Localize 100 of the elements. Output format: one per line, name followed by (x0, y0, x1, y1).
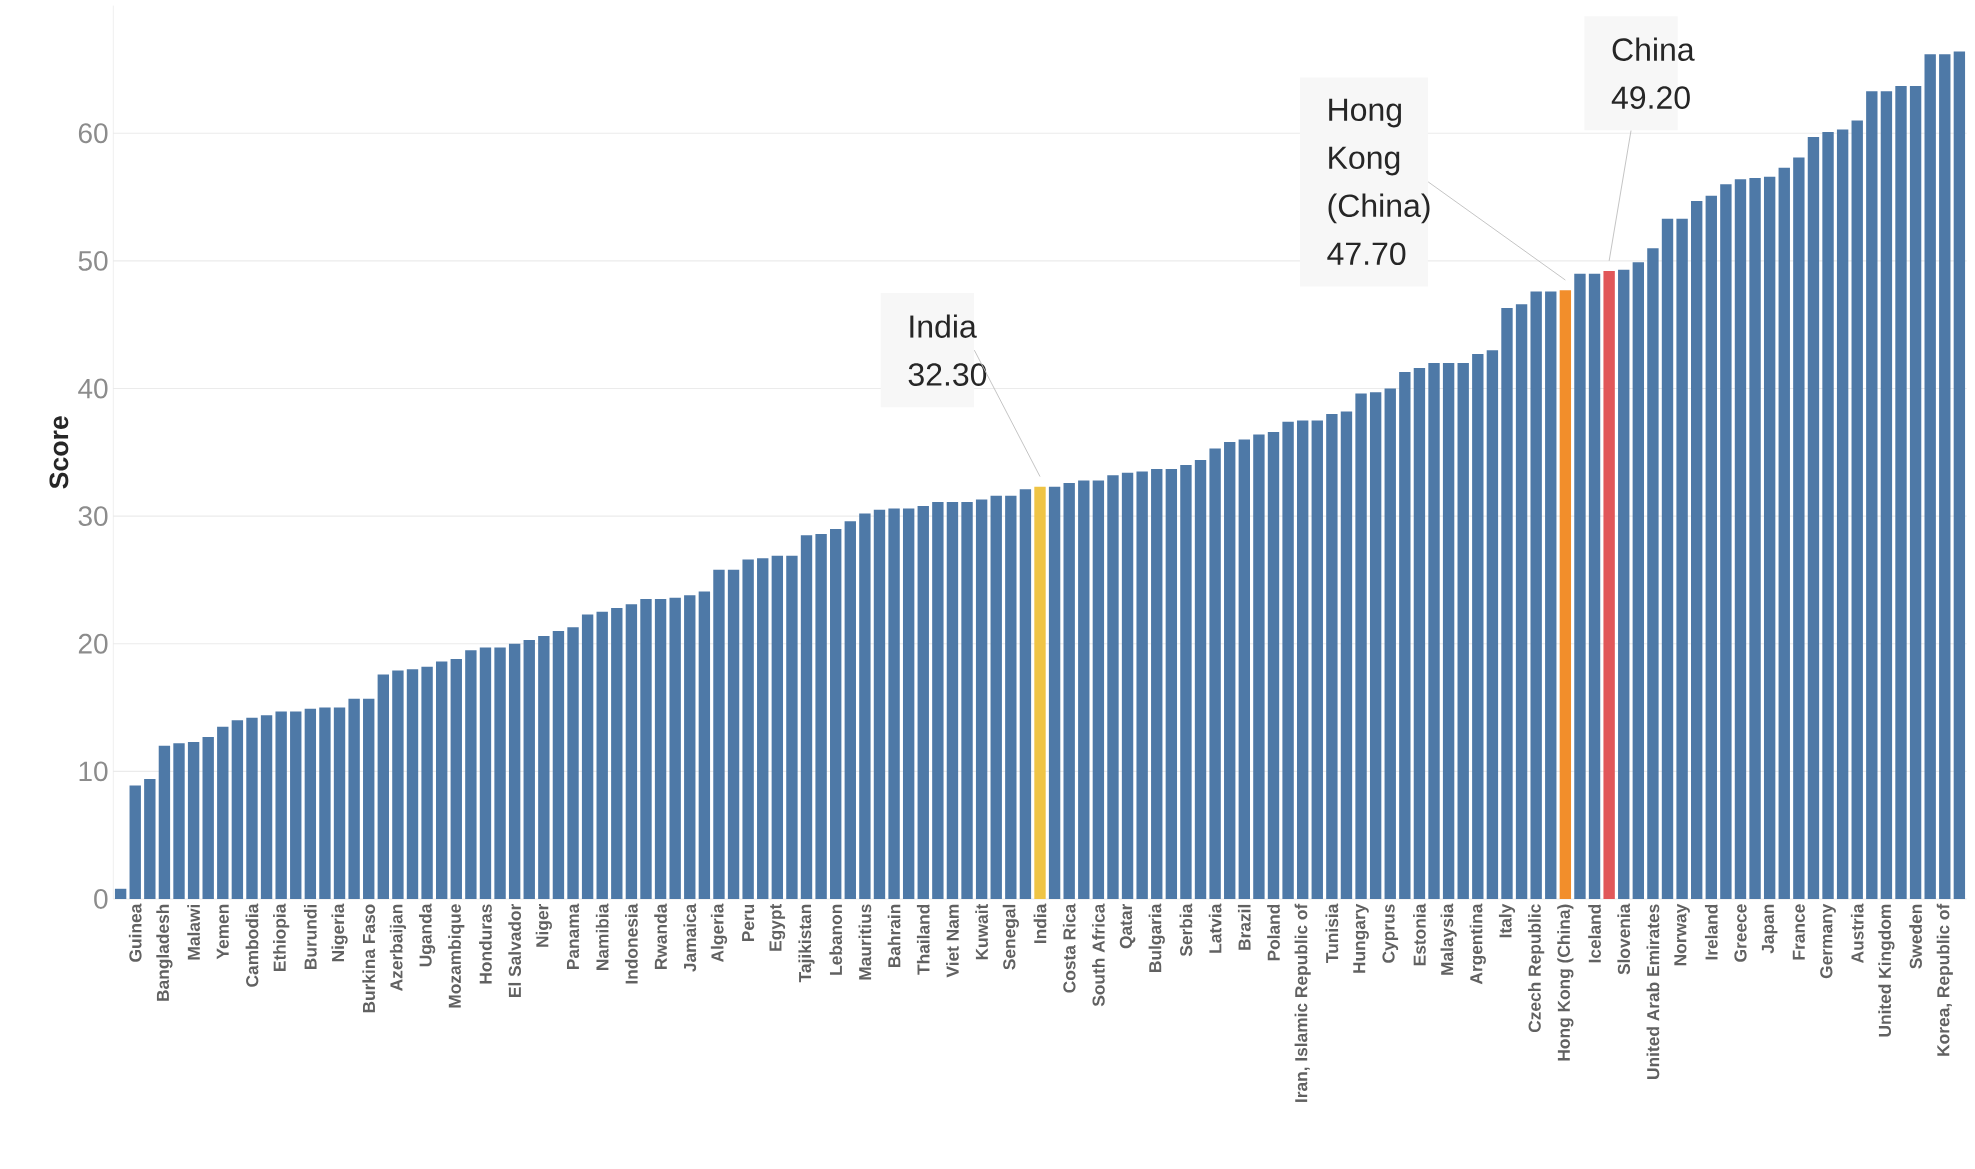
bar (1793, 157, 1805, 899)
bar (1224, 442, 1236, 899)
bar (611, 608, 623, 899)
bar (713, 569, 725, 899)
x-tick-label: Bulgaria (1148, 903, 1165, 972)
bar (873, 509, 886, 899)
x-tick-label: Germany (1820, 903, 1836, 979)
x-tick-label: Hong Kong (China) (1557, 904, 1574, 1061)
bar (1720, 184, 1732, 899)
bar (1384, 388, 1396, 899)
x-tick-label: Estonia (1413, 903, 1426, 966)
bar (946, 502, 959, 899)
bar (917, 505, 929, 899)
bar (1515, 304, 1528, 899)
bar (1034, 486, 1046, 899)
x-tick-label: India (1033, 903, 1047, 943)
bar (290, 711, 302, 899)
x-tick-label: Burundi (303, 904, 317, 969)
bar (538, 636, 550, 899)
bar (1545, 291, 1557, 899)
x-tick-label: Norway (1674, 903, 1690, 966)
bar (669, 597, 681, 899)
bar (902, 508, 915, 899)
bar (217, 726, 229, 899)
y-axis-title: Score (49, 416, 69, 489)
bar (1807, 137, 1820, 899)
bar (1399, 371, 1411, 899)
bar (1530, 291, 1542, 899)
bar (421, 666, 433, 899)
annotation: India 32.30 (908, 314, 987, 386)
y-tick-label: 40 (78, 378, 108, 399)
bar (1909, 86, 1922, 899)
bar (1209, 448, 1221, 899)
x-tick-label: Senegal (1002, 904, 1019, 970)
x-tick-label: Austria (1850, 903, 1864, 963)
bar (552, 630, 565, 899)
bar (1822, 132, 1834, 899)
bar (961, 502, 973, 899)
bar (654, 599, 667, 899)
bar (1749, 177, 1761, 899)
bar (187, 742, 200, 899)
x-tick-label: Mozambique (448, 904, 465, 1008)
bar (494, 647, 506, 899)
bar (1340, 411, 1353, 899)
bar (1705, 195, 1717, 899)
bar (815, 534, 827, 899)
x-tick-label: Malawi (187, 904, 200, 960)
x-tick-label: Nigeria (331, 903, 348, 962)
bar (363, 698, 375, 899)
bar (129, 785, 141, 899)
x-tick-label: South Africa (1092, 903, 1105, 1007)
bar (173, 743, 185, 899)
bar (1369, 392, 1382, 899)
x-tick-label: Latvia (1208, 903, 1222, 953)
x-tick-label: Cyprus (1382, 904, 1399, 963)
y-tick-label: 0 (94, 889, 108, 909)
x-tick-label: Japan (1761, 904, 1778, 954)
x-tick-label: Qatar (1119, 903, 1136, 949)
bar (1618, 269, 1630, 899)
bar (1734, 179, 1747, 899)
bar (158, 745, 171, 899)
x-tick-label: Malaysia (1440, 903, 1457, 975)
x-tick-label: Serbia (1179, 903, 1193, 957)
bar (1238, 439, 1250, 899)
bar (436, 661, 448, 899)
bar (1472, 354, 1484, 899)
bar (1559, 290, 1572, 899)
bar (1151, 468, 1163, 899)
bar (1428, 362, 1440, 899)
x-tick-label: Yemen (216, 904, 229, 960)
bar (377, 674, 389, 899)
bar (465, 650, 477, 899)
x-tick-label: Jamaica (683, 903, 697, 972)
bar (1924, 54, 1936, 899)
bar (1121, 472, 1134, 899)
y-tick-label: 20 (78, 633, 108, 654)
bar (932, 502, 944, 899)
bar (1574, 273, 1586, 899)
bar (1107, 475, 1119, 899)
bar (392, 670, 404, 899)
bar (990, 495, 1002, 899)
bar (1136, 471, 1148, 899)
x-tick-label: Poland (1267, 904, 1280, 961)
bar (975, 499, 988, 899)
bar (1778, 167, 1790, 899)
bar (1661, 218, 1674, 899)
bar (844, 521, 856, 899)
x-tick-label: El Salvador (508, 903, 522, 997)
x-tick-label: Ethiopia (273, 903, 290, 971)
x-tick-label: Viet Nam (946, 904, 959, 978)
bar (202, 736, 214, 899)
bar (1194, 459, 1207, 899)
bar (581, 614, 594, 899)
bar (1880, 91, 1893, 899)
bar (479, 647, 492, 899)
bar (348, 698, 360, 899)
bar (406, 669, 419, 899)
bar (1005, 495, 1017, 899)
bar (1048, 486, 1061, 899)
bar (1063, 482, 1075, 899)
